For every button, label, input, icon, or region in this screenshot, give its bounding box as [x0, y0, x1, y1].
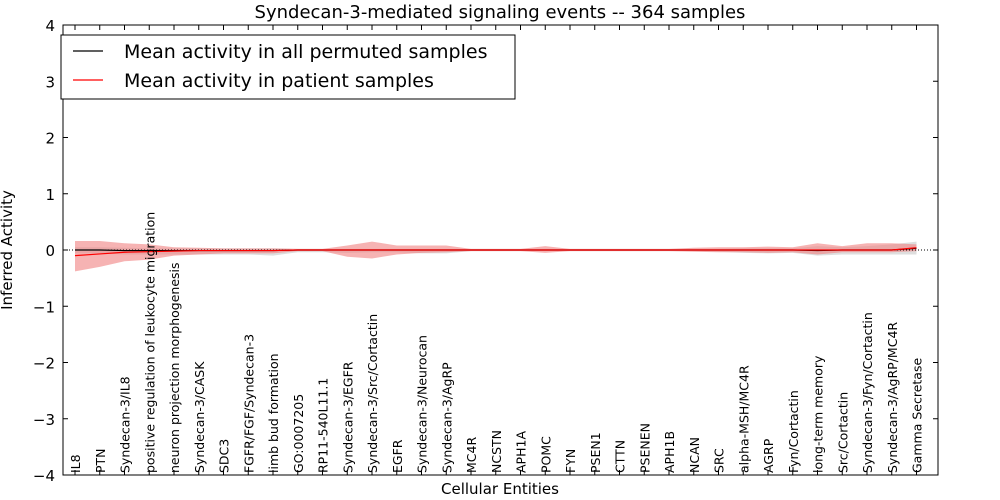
legend-label-permuted: Mean activity in all permuted samples — [124, 41, 487, 63]
x-tick-label: SRC — [712, 448, 727, 473]
x-tick-label: PSEN1 — [588, 432, 603, 473]
x-tick-label: Fyn/Cortactin — [786, 390, 801, 473]
x-tick-label: AGRP — [761, 438, 776, 473]
x-tick-label: positive regulation of leukocyte migrati… — [142, 212, 157, 473]
y-tick-label: −4 — [33, 467, 55, 485]
y-axis-label: Inferred Activity — [0, 190, 16, 310]
x-tick-label: NCAN — [687, 437, 702, 473]
x-tick-label: CTTN — [613, 440, 628, 473]
x-tick-label: Syndecan-3/Fyn/Cortactin — [860, 312, 875, 473]
y-tick-label: 1 — [45, 186, 55, 204]
x-tick-label: Syndecan-3/IL8 — [118, 376, 133, 473]
x-tick-label: Syndecan-3/CASK — [192, 361, 207, 473]
x-tick-label: Syndecan-3/Neurocan — [415, 335, 430, 473]
x-tick-label: IL8 — [68, 454, 83, 473]
x-tick-label: PTN — [93, 448, 108, 473]
x-tick-label: FGFR/FGF/Syndecan-3 — [241, 334, 256, 473]
y-tick-label: −1 — [33, 298, 55, 316]
x-tick-label: FYN — [563, 449, 578, 473]
x-tick-label: Src/Cortactin — [835, 392, 850, 473]
x-tick-label: GO:0007205 — [291, 394, 306, 473]
x-tick-label: POMC — [538, 436, 553, 473]
band-patient — [75, 241, 917, 272]
x-tick-label: RP11-540L11.1 — [316, 378, 331, 473]
y-tick-label: 0 — [45, 242, 55, 260]
legend-box — [60, 34, 516, 100]
y-tick-label: 4 — [45, 17, 55, 35]
x-tick-label: neuron projection morphogenesis — [167, 262, 182, 473]
x-tick-label: Syndecan-3/EGFR — [340, 361, 355, 473]
y-tick-label: 2 — [45, 130, 55, 148]
y-tick-label: −3 — [33, 411, 55, 429]
plot-area — [63, 241, 938, 272]
x-tick-label: long-term memory — [811, 355, 826, 473]
legend: Mean activity in all permuted samples Me… — [60, 34, 516, 100]
x-axis-label: Cellular Entities — [441, 480, 559, 498]
x-tick-label: Syndecan-3/AgRP/MC4R — [885, 322, 900, 473]
x-tick-label: APH1B — [662, 431, 677, 473]
x-tick-label: Syndecan-3/Src/Cortactin — [365, 314, 380, 473]
x-tick-label: NCSTN — [489, 430, 504, 473]
x-tick-label: Syndecan-3/AgRP — [439, 362, 454, 473]
x-tick-label: SDC3 — [217, 439, 232, 473]
x-tick-label: Gamma Secretase — [910, 358, 925, 473]
y-tick-label: −2 — [33, 355, 55, 373]
series-line-patient — [74, 247, 917, 257]
chart-title: Syndecan-3-mediated signaling events -- … — [255, 2, 746, 23]
legend-label-patient: Mean activity in patient samples — [124, 70, 434, 92]
x-tick-label: PSENEN — [637, 423, 652, 473]
axis-ticks: −4 −3 −2 −1 0 1 2 3 4 IL8 PTN Syndecan-3/IL8 positiv… — [33, 17, 938, 485]
y-tick-label: 3 — [45, 73, 55, 91]
x-tick-label: APH1A — [514, 431, 529, 473]
x-tick-label: limb bud formation — [266, 353, 281, 473]
x-tick-label: MC4R — [464, 437, 479, 473]
x-tick-label: alpha-MSH/MC4R — [736, 365, 751, 473]
x-tick-label: EGFR — [390, 439, 405, 473]
